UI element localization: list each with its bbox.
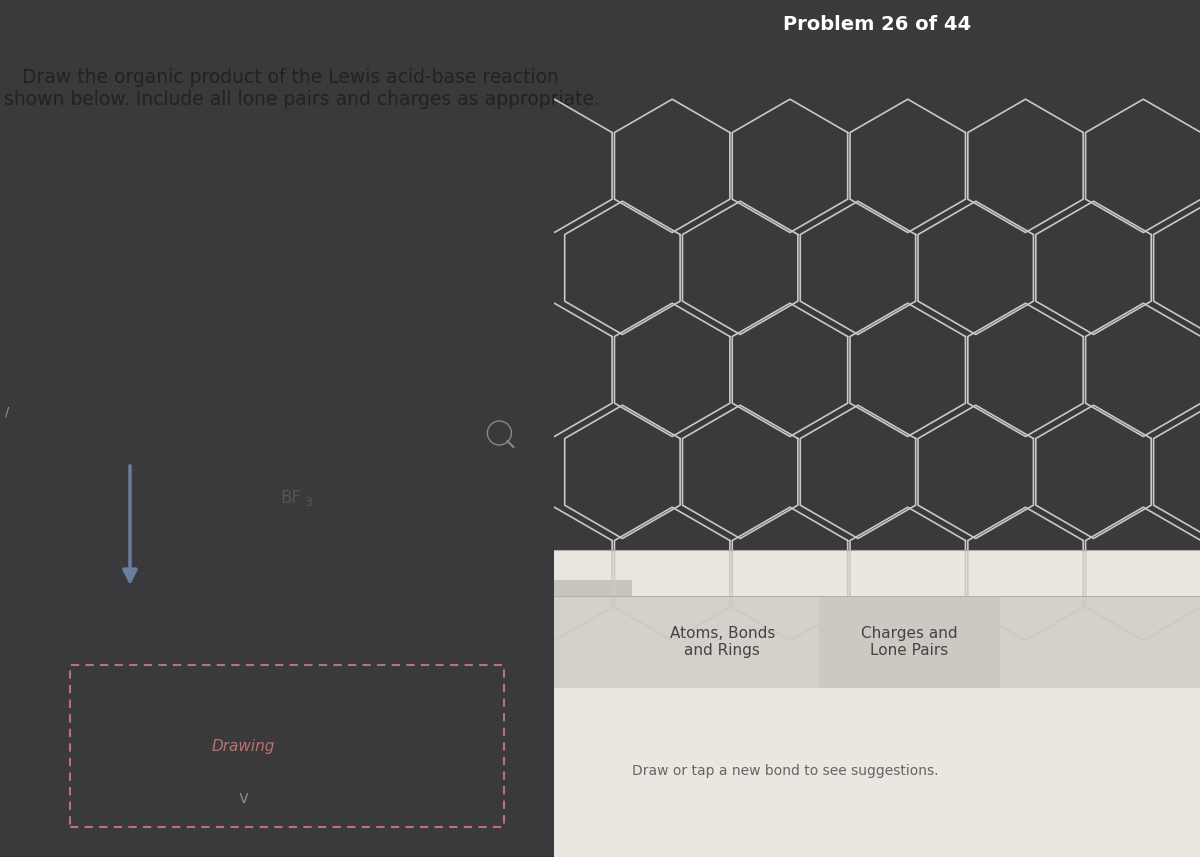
Bar <box>820 596 1000 688</box>
Text: shown below. Include all lone pairs and charges as appropriate.: shown below. Include all lone pairs and … <box>4 90 600 109</box>
Bar <box>632 596 812 688</box>
Text: Draw or tap a new bond to see suggestions.: Draw or tap a new bond to see suggestion… <box>632 764 938 778</box>
Text: BF: BF <box>280 489 301 507</box>
Text: Atoms, Bonds
and Rings: Atoms, Bonds and Rings <box>670 626 775 658</box>
Bar <box>554 580 632 688</box>
Text: Problem 26 of 44: Problem 26 of 44 <box>784 15 971 33</box>
Text: /: / <box>5 405 10 418</box>
Bar <box>554 596 1200 688</box>
Text: Draw the organic product of the Lewis acid-base reaction: Draw the organic product of the Lewis ac… <box>22 68 559 87</box>
Text: 3: 3 <box>304 495 312 508</box>
Text: :O·: :O· <box>216 358 239 374</box>
Text: Charges and
Lone Pairs: Charges and Lone Pairs <box>862 626 958 658</box>
Bar <box>70 665 504 827</box>
Text: Drawing: Drawing <box>212 739 276 753</box>
Bar <box>554 549 1200 857</box>
Text: v: v <box>239 789 248 807</box>
